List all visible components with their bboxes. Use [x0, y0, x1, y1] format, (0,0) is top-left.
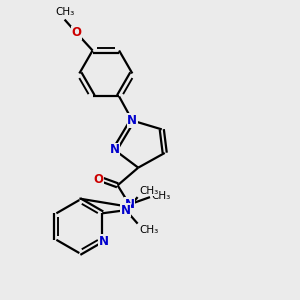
Text: N: N [124, 198, 134, 211]
Text: CH₃: CH₃ [152, 190, 171, 201]
Text: O: O [94, 173, 103, 186]
Text: CH₃: CH₃ [55, 7, 74, 16]
Text: N: N [110, 143, 120, 157]
Text: N: N [121, 204, 131, 217]
Text: O: O [71, 26, 81, 39]
Text: CH₃: CH₃ [139, 225, 158, 235]
Text: CH₃: CH₃ [139, 186, 158, 196]
Text: N: N [99, 235, 109, 248]
Text: N: N [127, 114, 137, 127]
